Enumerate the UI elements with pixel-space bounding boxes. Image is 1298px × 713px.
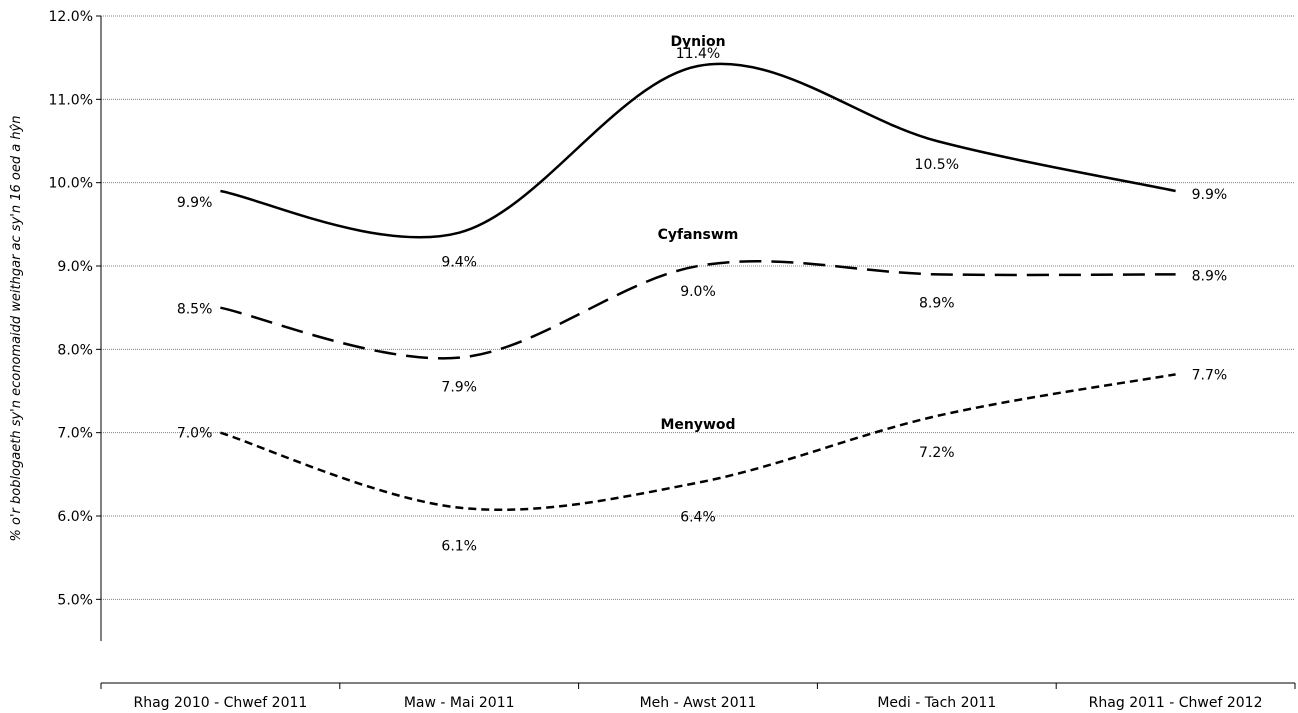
data-label-dynion: 10.5% (915, 157, 959, 173)
data-labels: 9.9% 9.4% 11.4% 10.5% 9.9% Dynion 8.5% 7.9% 9.0%… (177, 34, 1227, 555)
data-label-dynion: 9.4% (441, 255, 477, 271)
y-tick-label: 12.0% (49, 9, 93, 25)
data-label-menywod: 6.1% (441, 539, 477, 555)
y-tick-labels: 5.0% 6.0% 7.0% 8.0% 9.0% 10.0% 11.0% 12.0% (49, 9, 93, 608)
y-tick-label: 11.0% (49, 92, 93, 108)
x-tick-labels: Rhag 2010 - Chwef 2011 Maw - Mai 2011 Meh … (133, 695, 1262, 711)
gridlines (101, 15, 1295, 600)
series-line-dynion (220, 62, 1176, 239)
series-line-menywod (220, 373, 1176, 512)
y-tick-label: 7.0% (57, 426, 93, 442)
series-name-dynion: Dynion (670, 34, 725, 50)
data-label-menywod: 6.4% (680, 510, 716, 526)
data-label-menywod: 7.2% (919, 445, 955, 461)
data-label-dynion: 9.9% (1192, 187, 1228, 203)
data-label-cyfanswm: 8.9% (1192, 268, 1228, 284)
y-tick-label: 10.0% (49, 176, 93, 192)
data-label-menywod: 7.0% (177, 426, 213, 442)
data-label-dynion: 11.4% (676, 46, 720, 62)
y-axis-label: % o'r boblogaeth sy'n economaidd weithga… (9, 116, 24, 542)
data-label-cyfanswm: 7.9% (441, 380, 477, 396)
axes (96, 15, 1296, 689)
series-name-cyfanswm: Cyfanswm (658, 227, 739, 243)
x-tick-label: Rhag 2010 - Chwef 2011 (133, 695, 307, 711)
data-label-cyfanswm: 8.5% (177, 302, 213, 318)
y-tick-label: 8.0% (57, 342, 93, 358)
series-name-menywod: Menywod (660, 417, 735, 433)
series-lines (220, 62, 1176, 512)
data-label-menywod: 7.7% (1192, 367, 1228, 383)
y-tick-label: 6.0% (57, 509, 93, 525)
x-tick-label: Medi - Tach 2011 (877, 695, 996, 711)
data-label-cyfanswm: 8.9% (919, 295, 955, 311)
x-tick-label: Rhag 2011 - Chwef 2012 (1089, 695, 1263, 711)
x-tick-label: Meh - Awst 2011 (640, 695, 757, 711)
data-label-cyfanswm: 9.0% (680, 284, 716, 300)
x-tick-label: Maw - Mai 2011 (404, 695, 515, 711)
y-tick-label: 5.0% (57, 592, 93, 608)
y-tick-label: 9.0% (57, 259, 93, 275)
series-line-cyfanswm (220, 259, 1176, 360)
data-label-dynion: 9.9% (177, 195, 213, 211)
